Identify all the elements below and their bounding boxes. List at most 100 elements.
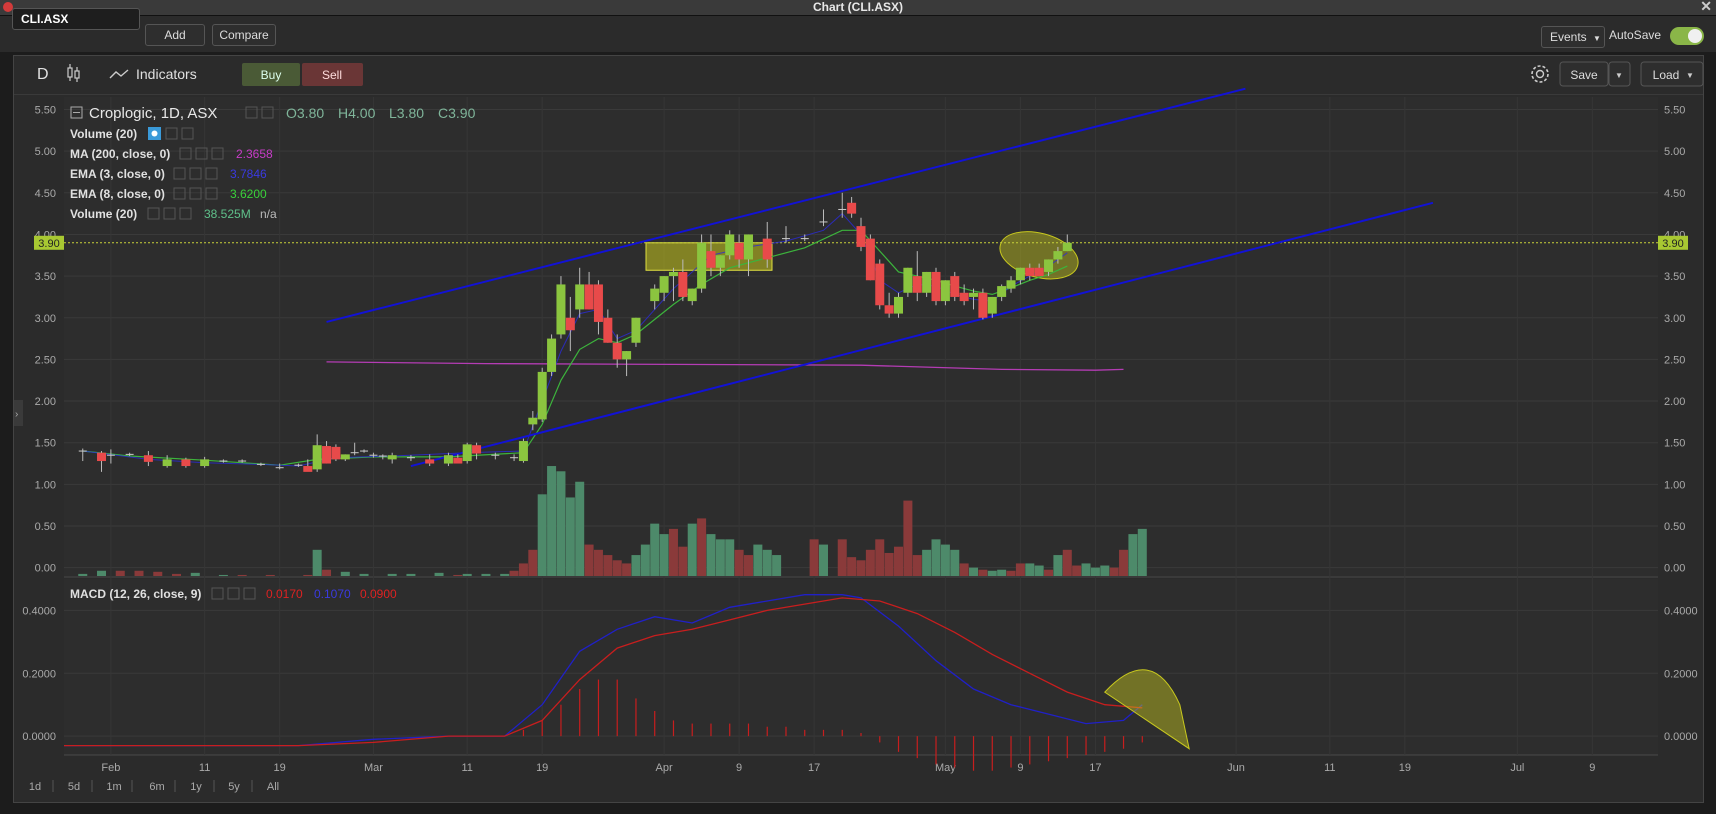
candle-body [734, 242, 744, 260]
candle-body [650, 288, 660, 302]
volume-bar [856, 560, 866, 576]
buy-button[interactable]: Buy [261, 68, 282, 82]
candle-body [959, 292, 969, 302]
range-button-6m[interactable]: 6m [149, 781, 164, 793]
volume-bar [453, 574, 463, 576]
candle-body [743, 234, 753, 260]
ema3-icons[interactable] [173, 167, 218, 180]
save-menu-button[interactable] [1608, 61, 1631, 87]
ema8-label: EMA (8, close, 0) [70, 187, 165, 201]
volume-bar [772, 555, 782, 576]
volume-bar [931, 539, 941, 576]
price-tick-label-left: 1.50 [35, 438, 56, 450]
price-tick-label-left: 3.00 [35, 313, 56, 325]
close-icon[interactable] [181, 127, 194, 140]
time-tick-label: 9 [1017, 762, 1023, 774]
indicators-icon[interactable] [109, 69, 129, 79]
symbol-input[interactable] [12, 8, 140, 30]
candle-body [303, 466, 313, 472]
macd-tick-label-right: 0.4000 [1664, 605, 1698, 617]
volume-bar [612, 560, 622, 576]
ma200-line [326, 361, 1124, 371]
volume-bar [575, 481, 585, 576]
window-close-dot[interactable] [3, 2, 13, 12]
candle-body [1034, 267, 1044, 277]
sidebar-toggle[interactable] [14, 400, 23, 426]
candle-body [940, 280, 950, 302]
range-button-5y[interactable]: 5y [228, 781, 240, 793]
volume-bar [1100, 565, 1110, 576]
candle-body [453, 457, 463, 464]
price-tick-label-right: 0.00 [1664, 563, 1685, 575]
period-label[interactable]: D [37, 66, 49, 83]
volume-bar [387, 573, 397, 576]
events-label: Events [1550, 30, 1587, 44]
candle-type-icon[interactable] [67, 64, 80, 82]
volume-label: Volume (20) [70, 207, 137, 221]
close-icon[interactable]: ✕ [1700, 0, 1712, 14]
volume-bar [593, 549, 603, 576]
volume-bar [153, 571, 163, 576]
candle-body [462, 444, 472, 462]
candle-body [331, 446, 341, 460]
candle-body [181, 459, 191, 467]
range-button-1y[interactable]: 1y [190, 781, 202, 793]
compare-button[interactable]: Compare [212, 24, 276, 46]
volume-bar [134, 570, 144, 576]
window-title: Chart (CLI.ASX) [813, 0, 903, 14]
legend-icons[interactable] [245, 106, 274, 119]
price-panel [64, 97, 1658, 576]
volume-bar [837, 539, 847, 576]
last-price-label-left: 3.90 [38, 238, 59, 250]
add-button[interactable]: Add [145, 24, 205, 46]
volume-bar [809, 539, 819, 576]
candle-body [584, 284, 594, 310]
sell-button[interactable]: Sell [322, 68, 342, 82]
load-button[interactable]: Load [1653, 68, 1680, 82]
sell-button-bg[interactable] [302, 63, 363, 86]
volume-bar [509, 570, 519, 576]
events-dropdown[interactable]: Events ▼ [1541, 26, 1605, 48]
buy-button-bg[interactable] [242, 63, 300, 86]
indicators-button[interactable]: Indicators [136, 66, 197, 82]
volume-bar [218, 574, 228, 576]
autosave-toggle[interactable] [1670, 27, 1704, 45]
volume-bar [1109, 567, 1119, 576]
load-button-bg[interactable] [1640, 61, 1704, 87]
trend-line [326, 87, 1246, 323]
ema8-icons[interactable] [173, 187, 218, 200]
price-tick-label-left: 0.50 [35, 521, 56, 533]
volume-bar [1034, 565, 1044, 576]
last-price-badge-right [1658, 235, 1688, 250]
gear-icon[interactable] [1531, 65, 1549, 83]
volume-bar [659, 534, 669, 576]
time-tick-label: Apr [656, 762, 673, 774]
settings-icon[interactable] [165, 127, 178, 140]
macd-label: MACD (12, 26, close, 9) [70, 587, 201, 601]
price-tick-label-left: 4.50 [35, 188, 56, 200]
price-tick-label-left: 0.00 [35, 563, 56, 575]
save-button[interactable]: Save [1570, 68, 1598, 82]
price-tick-label-right: 2.50 [1664, 354, 1685, 366]
ma-icons[interactable] [179, 147, 224, 160]
time-tick-label: 11 [461, 762, 472, 774]
candle-body [697, 242, 707, 289]
volume-bar [359, 573, 369, 576]
candle-body [603, 317, 613, 343]
range-button-1d[interactable]: 1d [29, 781, 41, 793]
price-tick-label-right: 5.00 [1664, 146, 1685, 158]
macd-icons[interactable] [211, 587, 256, 600]
toggle-knob [1688, 29, 1702, 43]
candle-body [978, 292, 988, 318]
range-button-1m[interactable]: 1m [106, 781, 121, 793]
collapse-icon[interactable] [70, 106, 83, 119]
macd-tick-label-left: 0.2000 [22, 668, 56, 680]
volume-icons[interactable] [147, 207, 192, 220]
range-button-All[interactable]: All [267, 781, 279, 793]
range-button-5d[interactable]: 5d [68, 781, 80, 793]
volume-bar [734, 549, 744, 576]
price-tick-label-left: 5.50 [35, 104, 56, 116]
last-price-label-right: 3.90 [1662, 238, 1683, 250]
save-button-bg[interactable] [1559, 61, 1609, 87]
